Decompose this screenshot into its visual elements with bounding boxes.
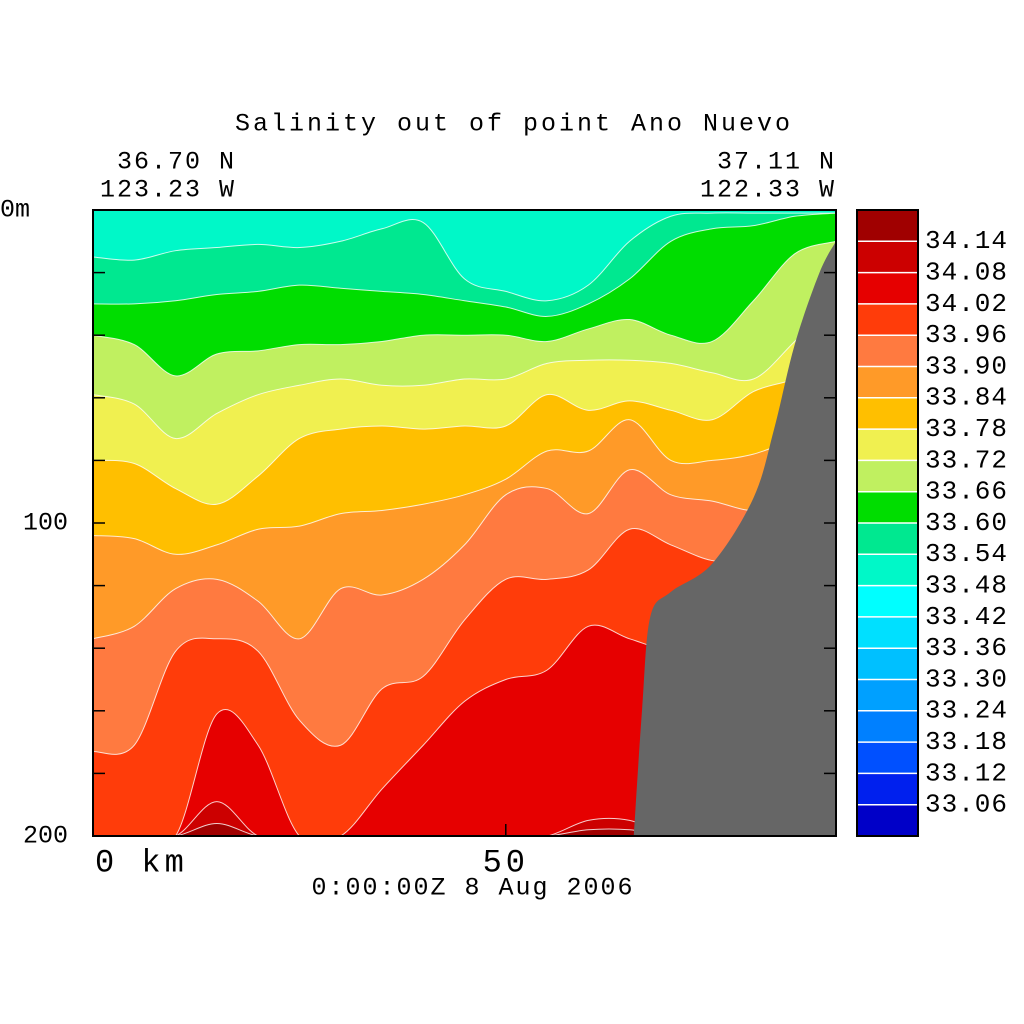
colorbar-label: 33.84	[925, 383, 1008, 413]
colorbar-label: 33.90	[925, 351, 1008, 381]
contour-line	[93, 801, 836, 836]
colorbar-box	[857, 554, 918, 587]
colorbar-box	[857, 366, 918, 399]
colorbar-box	[857, 303, 918, 336]
contour-line	[93, 469, 836, 640]
contour-line	[93, 822, 836, 836]
colorbar-box	[857, 272, 918, 305]
y-tick-label: 100	[23, 509, 68, 538]
colorbar-box	[857, 742, 918, 774]
colorbar-box	[857, 710, 918, 743]
corner-label: 123.23 W	[100, 176, 236, 205]
colorbar-label: 33.30	[925, 664, 1008, 694]
colorbar-label: 33.06	[925, 790, 1008, 820]
colorbar-box	[857, 210, 918, 242]
contour-line	[93, 212, 836, 317]
colorbar-label: 33.36	[925, 633, 1008, 663]
colorbar-box	[857, 523, 918, 555]
colorbar-label: 33.54	[925, 539, 1008, 569]
colorbar-box	[857, 491, 918, 524]
colorbar-box	[857, 397, 918, 430]
colorbar-label: 33.78	[925, 414, 1008, 444]
contour-line	[93, 519, 836, 755]
colorbar-box	[857, 460, 918, 493]
colorbar-box	[857, 429, 918, 461]
colorbar-label: 33.60	[925, 508, 1008, 538]
contour-line	[93, 359, 836, 505]
colorbar-box	[857, 585, 918, 618]
contour-line	[93, 419, 836, 555]
corner-label: 37.11 N	[717, 148, 836, 177]
colorbar-label: 33.96	[925, 320, 1008, 350]
contour-line	[93, 212, 836, 302]
x-tick-label: 0 km	[95, 844, 188, 881]
contour-line	[93, 300, 836, 439]
colorbar-label: 33.72	[925, 445, 1008, 475]
colorbar-label: 34.02	[925, 289, 1008, 319]
colorbar-label: 33.24	[925, 696, 1008, 726]
colorbar-frame	[856, 209, 919, 837]
plot-area	[93, 210, 836, 836]
colorbar-label: 34.08	[925, 257, 1008, 287]
colorbar-box	[857, 335, 918, 367]
colorbar-box	[857, 773, 918, 806]
colorbar-box	[857, 648, 918, 680]
corner-label: 122.33 W	[700, 176, 836, 205]
x-tick-label: 50	[483, 844, 529, 881]
y-tick-label: 200	[23, 822, 68, 851]
colorbar-box	[857, 241, 918, 274]
land	[633, 241, 836, 836]
contour-line	[93, 240, 836, 377]
corner-label: 36.70 N	[117, 148, 236, 177]
colorbar-box	[857, 804, 918, 837]
chart-title: Salinity out of point Ano Nuevo	[235, 110, 793, 139]
colorbar-label: 34.14	[925, 226, 1008, 256]
colorbar-label: 33.12	[925, 758, 1008, 788]
time-label: 0:00:00Z 8 Aug 2006	[311, 874, 634, 903]
colorbar-label: 33.42	[925, 602, 1008, 632]
y-tick-label: 0m	[0, 196, 30, 225]
colorbar-label: 33.18	[925, 727, 1008, 757]
colorbar-label: 33.48	[925, 570, 1008, 600]
colorbar: 34.1434.0834.0233.9633.9033.8433.7833.72…	[856, 209, 1008, 837]
colorbar-label: 33.66	[925, 477, 1008, 507]
colorbar-box	[857, 679, 918, 712]
colorbar-box	[857, 616, 918, 649]
